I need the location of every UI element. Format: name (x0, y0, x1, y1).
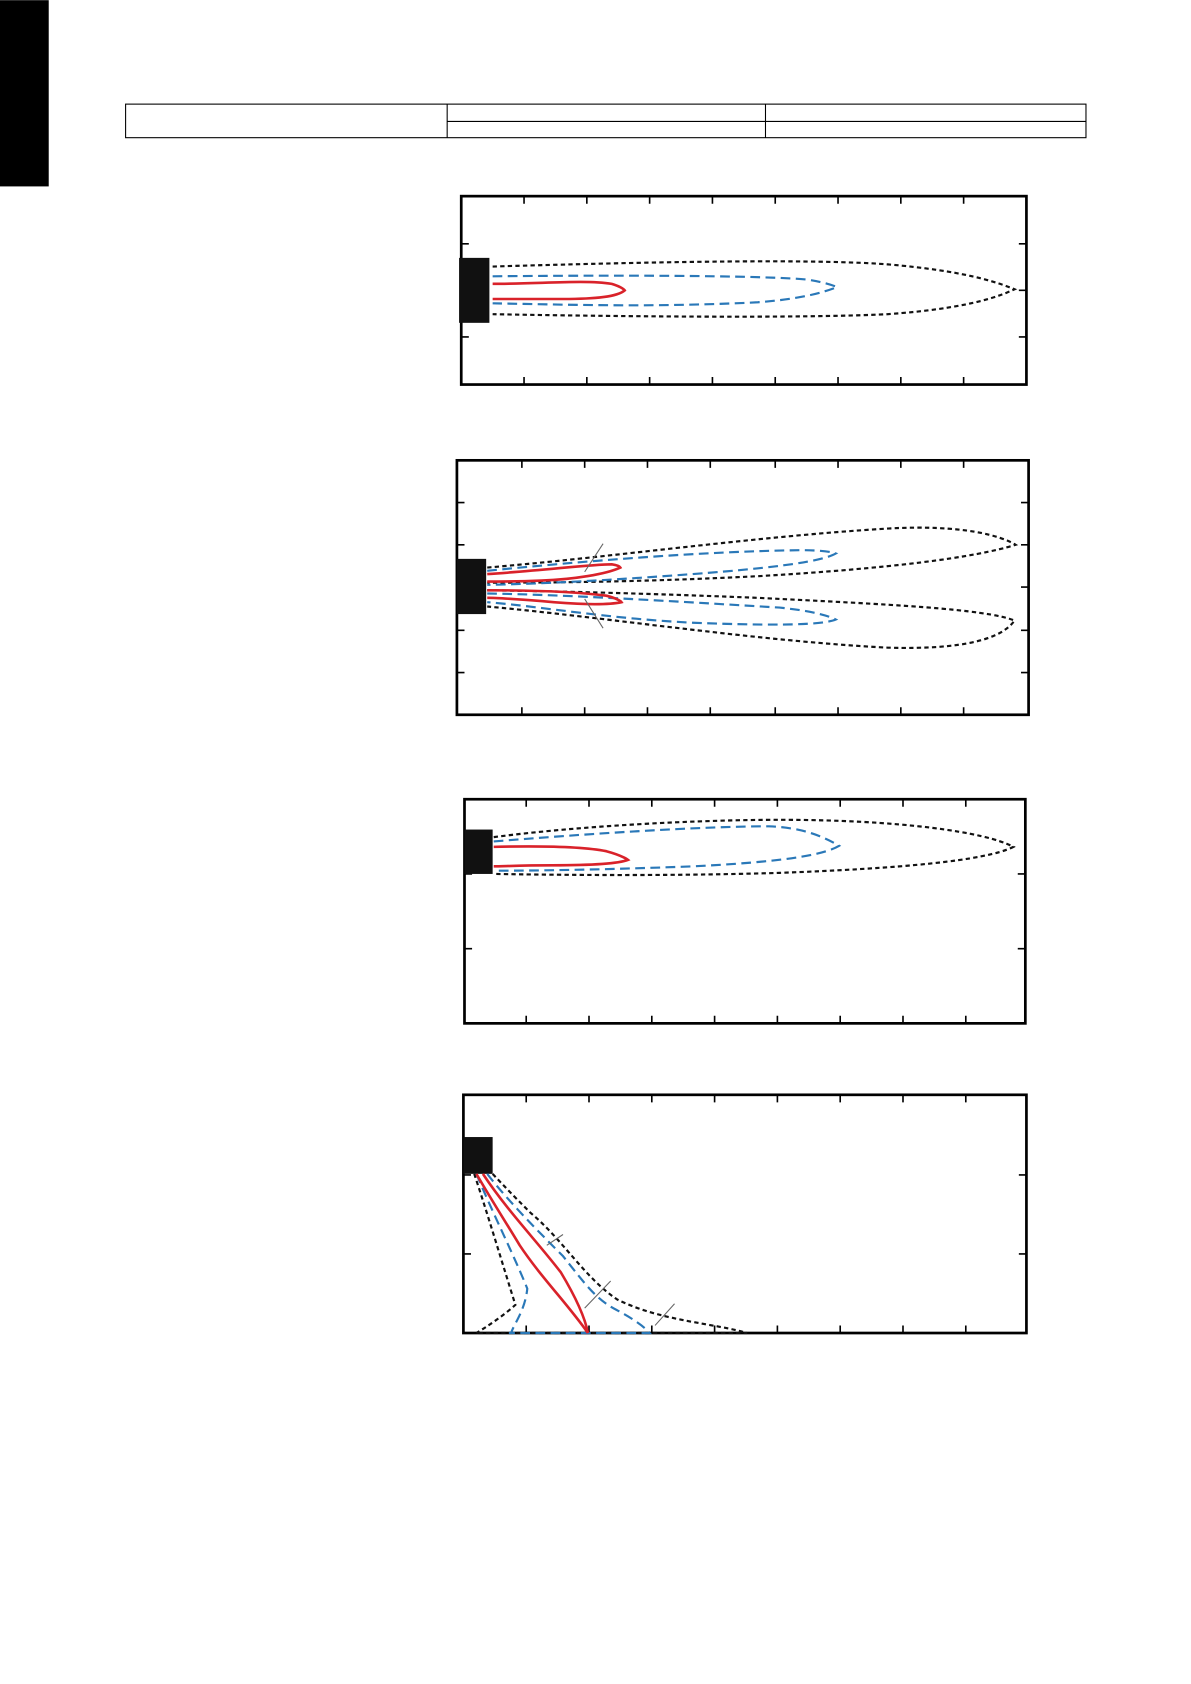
diagram-1 (459, 194, 1028, 386)
diagram-3 (463, 797, 1027, 1025)
table (125, 103, 1087, 139)
diagram-4 (462, 1093, 1028, 1335)
side-tab (0, 0, 49, 187)
diagram-2 (455, 458, 1030, 717)
